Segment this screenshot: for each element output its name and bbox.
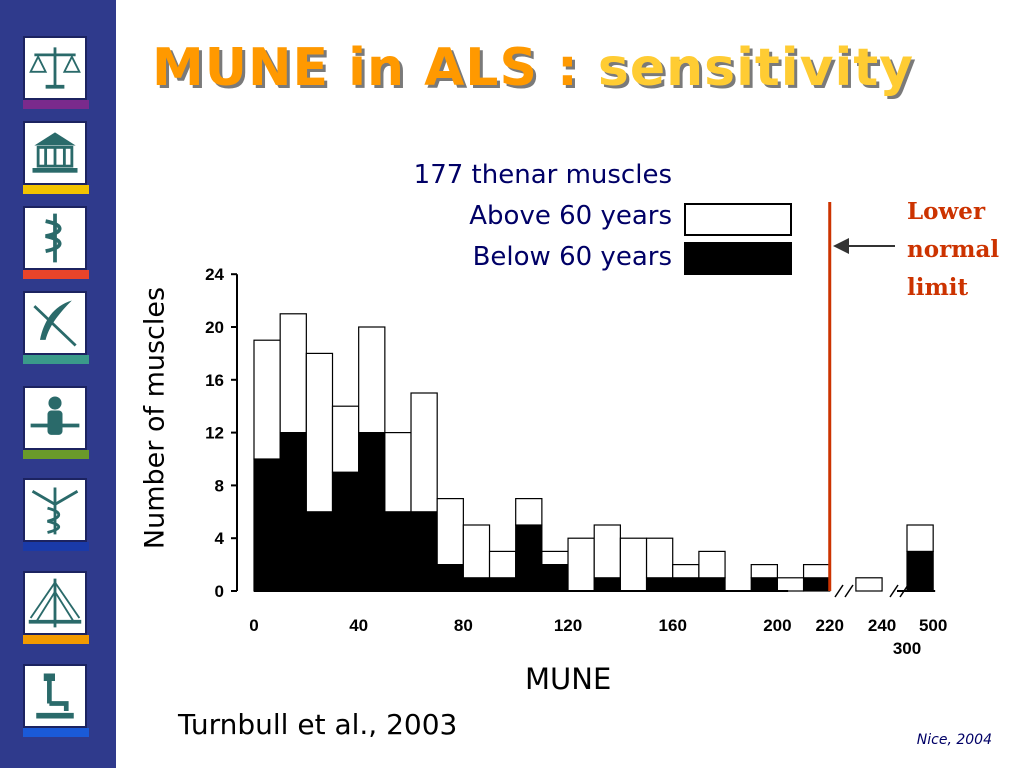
bar-above-60 (253, 339, 281, 460)
sidebar-color-stripe (23, 355, 89, 364)
bar-below-60 (488, 577, 517, 592)
bar-below-60 (593, 577, 621, 592)
x-axis-label: MUNE (525, 662, 612, 696)
x-tick-label-300: 300 (893, 639, 921, 658)
legend-label-below: Below 60 years (472, 242, 672, 272)
x-tick-label: 80 (454, 616, 473, 635)
bar-below-60 (331, 471, 360, 592)
human-figure-icon (23, 386, 87, 450)
axis-break-mark (889, 584, 899, 598)
y-tick-label: 8 (215, 476, 224, 495)
bar-below-60 (672, 577, 700, 592)
slide-title: MUNE in ALS : sensitivity (152, 38, 914, 98)
bar-above-60 (567, 537, 595, 592)
x-tick-label: 0 (249, 616, 258, 635)
sidebar-color-stripe (23, 542, 89, 551)
annotation-line-1: Lower (907, 198, 986, 225)
slide-title-part2: sensitivity (597, 38, 915, 98)
y-tick-label: 24 (205, 265, 224, 284)
sidebar-color-stripe (23, 100, 89, 109)
legend-header: 177 thenar muscles (413, 160, 672, 190)
x-tick-label: 240 (868, 616, 896, 635)
x-tick-label: 160 (659, 616, 687, 635)
footer-text: Nice, 2004 (916, 732, 992, 748)
bar-below-60 (541, 563, 569, 592)
x-tick-label: 40 (349, 616, 368, 635)
bar-below-60 (384, 511, 412, 592)
axis-break-mark (834, 584, 844, 598)
bar-above-60 (358, 326, 386, 434)
sidebar (0, 0, 116, 768)
y-tick-label: 16 (205, 371, 224, 390)
bar-above-60 (672, 563, 700, 579)
legend-label-above: Above 60 years (469, 201, 672, 231)
scales-of-justice-icon (23, 36, 87, 100)
bar-above-60 (593, 524, 621, 579)
bar-above-60 (698, 550, 726, 579)
bar-above-60 (410, 392, 438, 513)
annotation-line-2: normal (907, 235, 1000, 263)
y-tick-label: 12 (205, 424, 224, 443)
x-tick-label: 500 (919, 616, 947, 635)
legend-swatch-below (684, 242, 792, 275)
greek-temple-icon (23, 121, 87, 185)
axis-break-mark (899, 584, 909, 598)
bar-above-60 (541, 550, 569, 566)
bar-below-60 (305, 511, 334, 592)
bar-below-60 (750, 577, 778, 592)
bar-below-60 (906, 550, 934, 592)
sidebar-color-stripe (23, 450, 89, 459)
bar-above-60 (750, 563, 778, 579)
bar-below-60 (279, 432, 307, 592)
x-tick-label: 220 (816, 616, 844, 635)
y-tick-label: 20 (205, 318, 224, 337)
quill-arrow-icon (23, 291, 87, 355)
bridge-icon (23, 571, 87, 635)
bar-above-60 (776, 577, 805, 592)
lower-normal-limit-label: Lower normal limit (907, 193, 999, 307)
bar-above-60 (331, 405, 360, 473)
microscope-icon (23, 664, 87, 728)
bar-above-60 (488, 550, 517, 579)
bar-below-60 (358, 432, 386, 592)
citation: Turnbull et al., 2003 (178, 708, 458, 741)
sidebar-color-stripe (23, 635, 89, 644)
annotation-arrowhead (833, 238, 849, 254)
bar-above-60 (855, 577, 883, 592)
winged-caduceus-icon (23, 478, 87, 542)
sidebar-color-stripe (23, 728, 89, 737)
bar-above-60 (279, 313, 307, 434)
bar-below-60 (410, 511, 438, 592)
bar-above-60 (645, 537, 674, 579)
bar-above-60 (305, 352, 334, 513)
bar-below-60 (645, 577, 674, 592)
bar-below-60 (515, 524, 543, 592)
sidebar-color-stripe (23, 270, 89, 279)
bar-above-60 (384, 432, 412, 513)
slide-title-part1: MUNE in ALS : (152, 38, 598, 98)
y-tick-label: 0 (215, 582, 224, 601)
bar-above-60 (436, 498, 464, 566)
bar-above-60 (515, 498, 543, 526)
x-tick-label: 200 (763, 616, 791, 635)
y-tick-label: 4 (215, 529, 225, 548)
annotation-line-3: limit (907, 273, 969, 301)
caduceus-icon (23, 206, 87, 270)
sidebar-color-stripe (23, 185, 89, 194)
axis-break-mark (844, 584, 854, 598)
x-tick-label: 120 (554, 616, 582, 635)
legend-swatch-above (684, 203, 792, 236)
bar-below-60 (802, 577, 831, 592)
bar-above-60 (462, 524, 491, 579)
bar-above-60 (906, 524, 934, 552)
bar-above-60 (619, 537, 648, 592)
bar-below-60 (436, 563, 464, 592)
bar-below-60 (253, 458, 281, 592)
bar-below-60 (698, 577, 726, 592)
bar-above-60 (802, 563, 831, 579)
bar-below-60 (462, 577, 491, 592)
